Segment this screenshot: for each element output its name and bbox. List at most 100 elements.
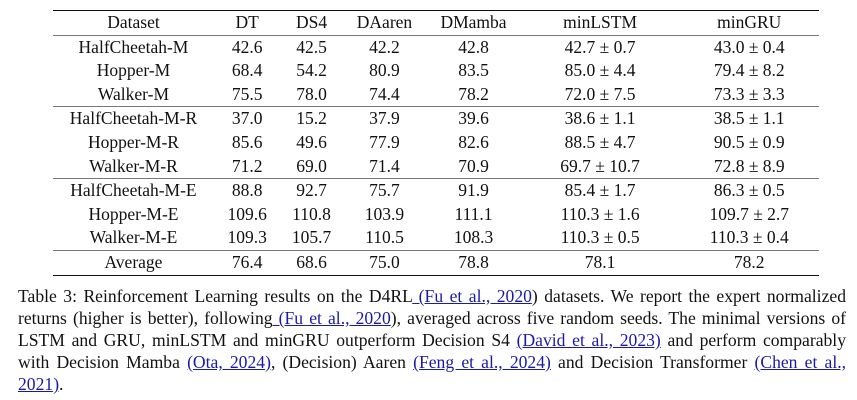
dataset-cell: Average <box>104 251 163 272</box>
header-minlstm: minLSTM <box>563 12 638 32</box>
value-cell: 72.8 ± 8.9 <box>713 155 785 176</box>
caption-text: ) datasets. We report the expert normali… <box>18 286 846 328</box>
value-cell: 83.5 <box>458 60 489 81</box>
table-row: Walker-M-R 71.2 69.0 71.4 70.9 69.7 ± 10.7 72.… <box>53 155 819 179</box>
caption-text: and perform comparably with Decision Mam… <box>18 330 846 372</box>
value-cell: 54.2 <box>296 60 327 81</box>
dataset-cell: Hopper-M-R <box>87 131 179 152</box>
value-cell: 42.2 <box>369 36 400 57</box>
value-cell: 37.0 <box>231 108 263 129</box>
value-cell: 110.5 <box>365 227 404 248</box>
value-cell: 39.6 <box>458 108 489 129</box>
value-cell: 78.2 <box>733 251 765 272</box>
value-cell: 86.3 ± 0.5 <box>713 180 785 201</box>
value-cell: 68.4 <box>231 60 263 81</box>
citation-link[interactable]: (Feng et al., 2024) <box>413 352 551 372</box>
value-cell: 76.4 <box>231 251 263 272</box>
table-row: HalfCheetah-M-E 88.8 92.7 75.7 91.9 85.4 ± 1.… <box>53 179 819 203</box>
value-cell: 71.4 <box>369 155 400 176</box>
table-row: HalfCheetah-M-R 37.0 15.2 37.9 39.6 38.6 ± 1.… <box>53 107 819 131</box>
table-caption: Table 3: Reinforcement Learning results … <box>18 285 846 395</box>
value-cell: 68.6 <box>296 251 327 272</box>
dataset-cell: HalfCheetah-M-E <box>70 180 197 201</box>
citation-link[interactable]: (Chen et al., 2021) <box>18 352 846 394</box>
value-cell: 103.9 <box>364 203 405 224</box>
value-cell: 110.3 ± 1.6 <box>560 203 640 224</box>
value-cell: 75.5 <box>231 83 263 104</box>
table-row: HalfCheetah-M 42.6 42.5 42.2 42.8 42.7 ± 0.7 4… <box>53 35 819 59</box>
value-cell: 78.8 <box>458 251 489 272</box>
value-cell: 79.4 ± 8.2 <box>713 60 785 81</box>
value-cell: 109.7 ± 2.7 <box>709 203 790 224</box>
dataset-cell: Walker-M <box>97 83 170 104</box>
results-table: Dataset DT DS4 DAaren DMamba minLSTM min… <box>53 10 819 276</box>
dataset-cell: HalfCheetah-M <box>78 36 189 57</box>
value-cell: 42.7 ± 0.7 <box>564 36 636 57</box>
table-row: Hopper-M-R 85.6 49.6 77.9 82.6 88.5 ± 4.7 90.5… <box>53 131 819 155</box>
citation-link[interactable]: (Fu et al., 2020 <box>272 308 391 328</box>
header-mingru: minGRU <box>717 12 782 32</box>
value-cell: 75.0 <box>369 251 400 272</box>
value-cell: 72.0 ± 7.5 <box>564 83 636 104</box>
value-cell: 78.0 <box>296 83 327 104</box>
header-dt: DT <box>235 12 259 32</box>
table-row: Hopper-M 68.4 54.2 80.9 83.5 85.0 ± 4.4 79.4 ±… <box>53 59 819 83</box>
table-header-row: Dataset DT DS4 DAaren DMamba minLSTM min… <box>53 10 819 36</box>
value-cell: 69.7 ± 10.7 <box>560 155 640 176</box>
value-cell: 92.7 <box>296 180 327 201</box>
value-cell: 49.6 <box>296 131 327 152</box>
value-cell: 90.5 ± 0.9 <box>713 131 785 152</box>
value-cell: 109.6 <box>227 203 267 224</box>
header-ds4: DS4 <box>295 12 328 32</box>
value-cell: 105.7 <box>291 227 332 248</box>
value-cell: 110.3 ± 0.5 <box>560 227 640 248</box>
citation-link[interactable]: (Fu et al., 2020 <box>412 286 532 306</box>
value-cell: 43.0 ± 0.4 <box>713 36 785 57</box>
table-body: HalfCheetah-M 42.6 42.5 42.2 42.8 42.7 ± 0.7 4… <box>53 35 819 276</box>
value-cell: 80.9 <box>369 60 400 81</box>
dataset-cell: Walker-M-E <box>89 227 178 248</box>
caption-text: . <box>59 374 64 394</box>
value-cell: 77.9 <box>369 131 400 152</box>
value-cell: 109.3 <box>227 227 267 248</box>
table-row: Hopper-M-E 109.6 110.8 103.9 111.1 110.3 ± 1.… <box>53 203 819 227</box>
caption-text: Table 3: Reinforcement Learning results … <box>18 286 413 306</box>
value-cell: 82.6 <box>458 131 489 152</box>
value-cell: 75.7 <box>369 180 400 201</box>
table-row: Walker-M 75.5 78.0 74.4 78.2 72.0 ± 7.5 73.3 ±… <box>53 83 819 107</box>
value-cell: 91.9 <box>458 180 489 201</box>
value-cell: 85.0 ± 4.4 <box>564 60 636 81</box>
citation-link[interactable]: (David et al., 2023) <box>516 330 661 350</box>
value-cell: 85.6 <box>231 131 263 152</box>
caption-text: and Decision Transformer <box>550 352 755 372</box>
dataset-cell: Hopper-M-E <box>88 203 179 224</box>
value-cell: 37.9 <box>369 108 400 129</box>
citation-link[interactable]: (Ota, 2024) <box>187 352 271 372</box>
table-row: Average 76.4 68.6 75.0 78.8 78.1 78.2 <box>53 250 819 276</box>
value-cell: 70.9 <box>458 155 489 176</box>
table-row: Walker-M-E 109.3 105.7 110.5 108.3 110.3 ± 0.… <box>53 226 819 251</box>
caption-text: , (Decision) Aaren <box>270 352 414 372</box>
header-dataset: Dataset <box>107 12 160 32</box>
value-cell: 38.6 ± 1.1 <box>564 108 636 129</box>
value-cell: 42.6 <box>231 36 263 57</box>
value-cell: 38.5 ± 1.1 <box>713 108 785 129</box>
value-cell: 42.5 <box>296 36 327 57</box>
value-cell: 42.8 <box>458 36 489 57</box>
header-dmamba: DMamba <box>440 12 507 32</box>
value-cell: 78.1 <box>584 251 616 272</box>
dataset-cell: Walker-M-R <box>89 155 178 176</box>
value-cell: 88.8 <box>231 180 263 201</box>
value-cell: 108.3 <box>453 227 494 248</box>
value-cell: 73.3 ± 3.3 <box>713 83 785 104</box>
value-cell: 85.4 ± 1.7 <box>564 180 636 201</box>
value-cell: 78.2 <box>458 83 489 104</box>
value-cell: 15.2 <box>296 108 327 129</box>
dataset-cell: Hopper-M <box>96 60 171 81</box>
value-cell: 110.8 <box>292 203 331 224</box>
caption-text: ), averaged across five random seeds. Th… <box>18 308 846 350</box>
value-cell: 111.1 <box>454 203 493 224</box>
value-cell: 88.5 ± 4.7 <box>564 131 636 152</box>
dataset-cell: HalfCheetah-M-R <box>69 108 198 129</box>
value-cell: 110.3 ± 0.4 <box>709 227 789 248</box>
